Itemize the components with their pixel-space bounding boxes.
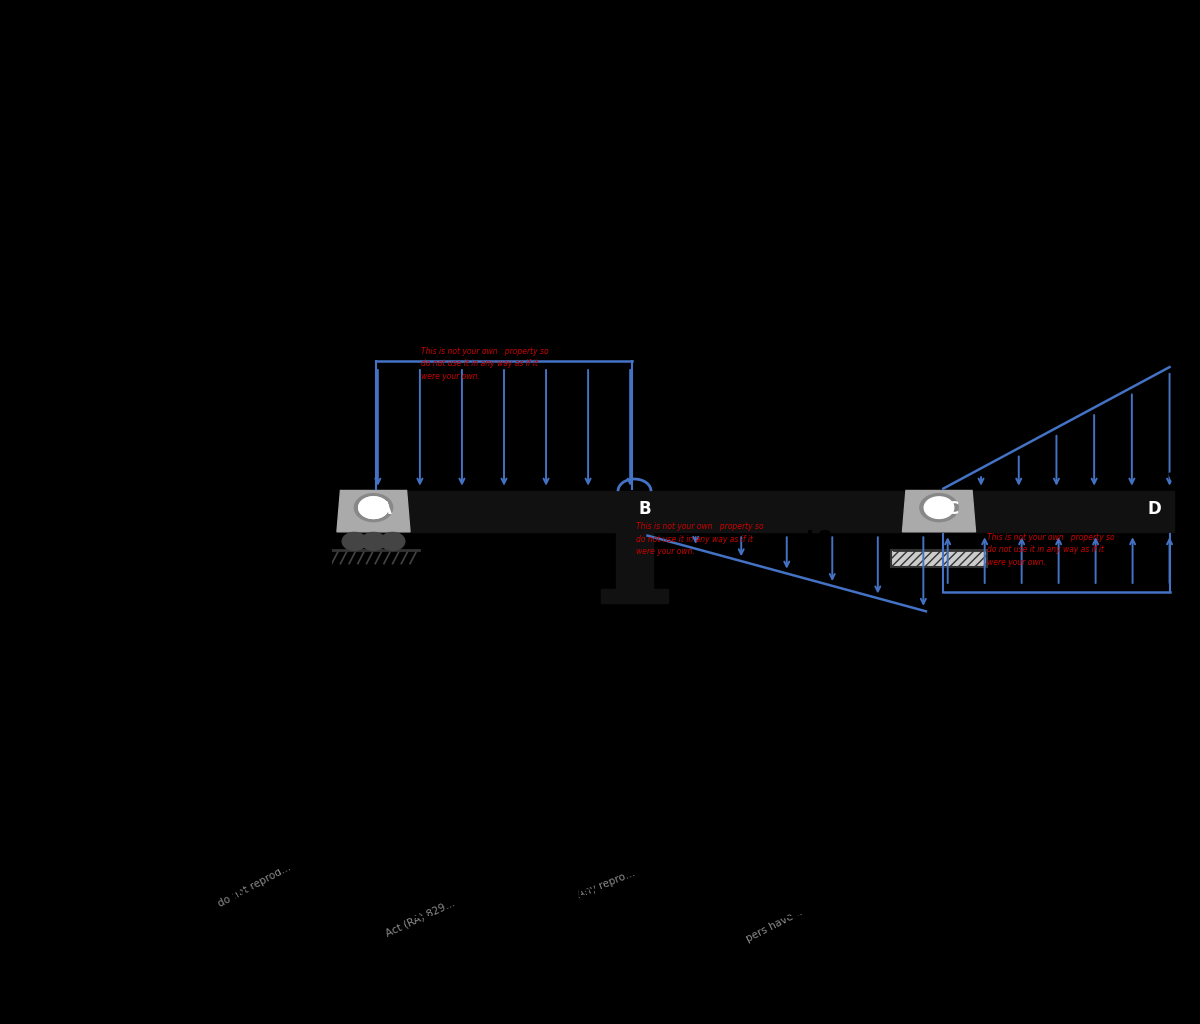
Text: 3 m: 3 m <box>770 632 803 650</box>
Text: 3 m: 3 m <box>488 632 520 650</box>
Text: <bending moment equation>: <bending moment equation> <box>106 983 314 997</box>
Bar <box>601 589 668 603</box>
Circle shape <box>380 532 404 550</box>
Text: L3: L3 <box>1180 546 1200 566</box>
Text: do not reprod…: do not reprod… <box>216 862 293 909</box>
Circle shape <box>342 532 366 550</box>
Text: Exploratory Distance: Exploratory Distance <box>470 886 634 900</box>
Text: M: M <box>607 380 628 399</box>
Text: A: A <box>379 500 391 518</box>
Text: This is not your own   property so
do not use it in any way as if it
were your o: This is not your own property so do not … <box>421 346 548 381</box>
Text: D: D <box>1147 500 1162 518</box>
Text: 100 N: 100 N <box>1180 312 1200 331</box>
Text: This is not your own   property so
do not use it in any way as if it
were your o: This is not your own property so do not … <box>986 532 1115 567</box>
Text: Provide a summary of the equations in the following format.: Provide a summary of the equations in th… <box>370 845 830 860</box>
Text: 2.5 m: 2.5 m <box>1076 632 1124 650</box>
Text: x= <max value>: x= <max value> <box>492 983 612 997</box>
Polygon shape <box>902 490 976 531</box>
Text: Any repro…: Any repro… <box>576 867 636 899</box>
Text: C: C <box>946 500 959 518</box>
Text: L2: L2 <box>804 529 832 550</box>
Text: B: B <box>638 500 652 518</box>
Circle shape <box>359 497 389 518</box>
Text: Act (RA) 829…: Act (RA) 829… <box>384 897 457 938</box>
Bar <box>373 492 1174 531</box>
Bar <box>617 531 653 589</box>
Text: 1.5 m: 1.5 m <box>959 632 1007 650</box>
Text: Simplified Equation: Simplified Equation <box>133 886 287 900</box>
Bar <box>36 868 1164 1014</box>
Text: x= <min value>: x= <min value> <box>494 934 610 948</box>
Circle shape <box>920 494 958 521</box>
Circle shape <box>354 494 392 521</box>
Text: Shear (N): Shear (N) <box>773 886 847 900</box>
Text: This is not your own   property so
do not use it in any way as if it
were your o: This is not your own property so do not … <box>636 522 764 556</box>
Circle shape <box>924 497 954 518</box>
Text: L4: L4 <box>983 386 1010 406</box>
Polygon shape <box>337 490 410 531</box>
Text: Bending Moment (N-m): Bending Moment (N-m) <box>941 886 1123 900</box>
Text: L1: L1 <box>382 326 415 350</box>
Circle shape <box>361 532 385 550</box>
Bar <box>892 550 986 567</box>
Text: <shear equation>: <shear equation> <box>146 934 274 948</box>
Circle shape <box>359 497 389 518</box>
Text: pers have…: pers have… <box>744 907 804 944</box>
